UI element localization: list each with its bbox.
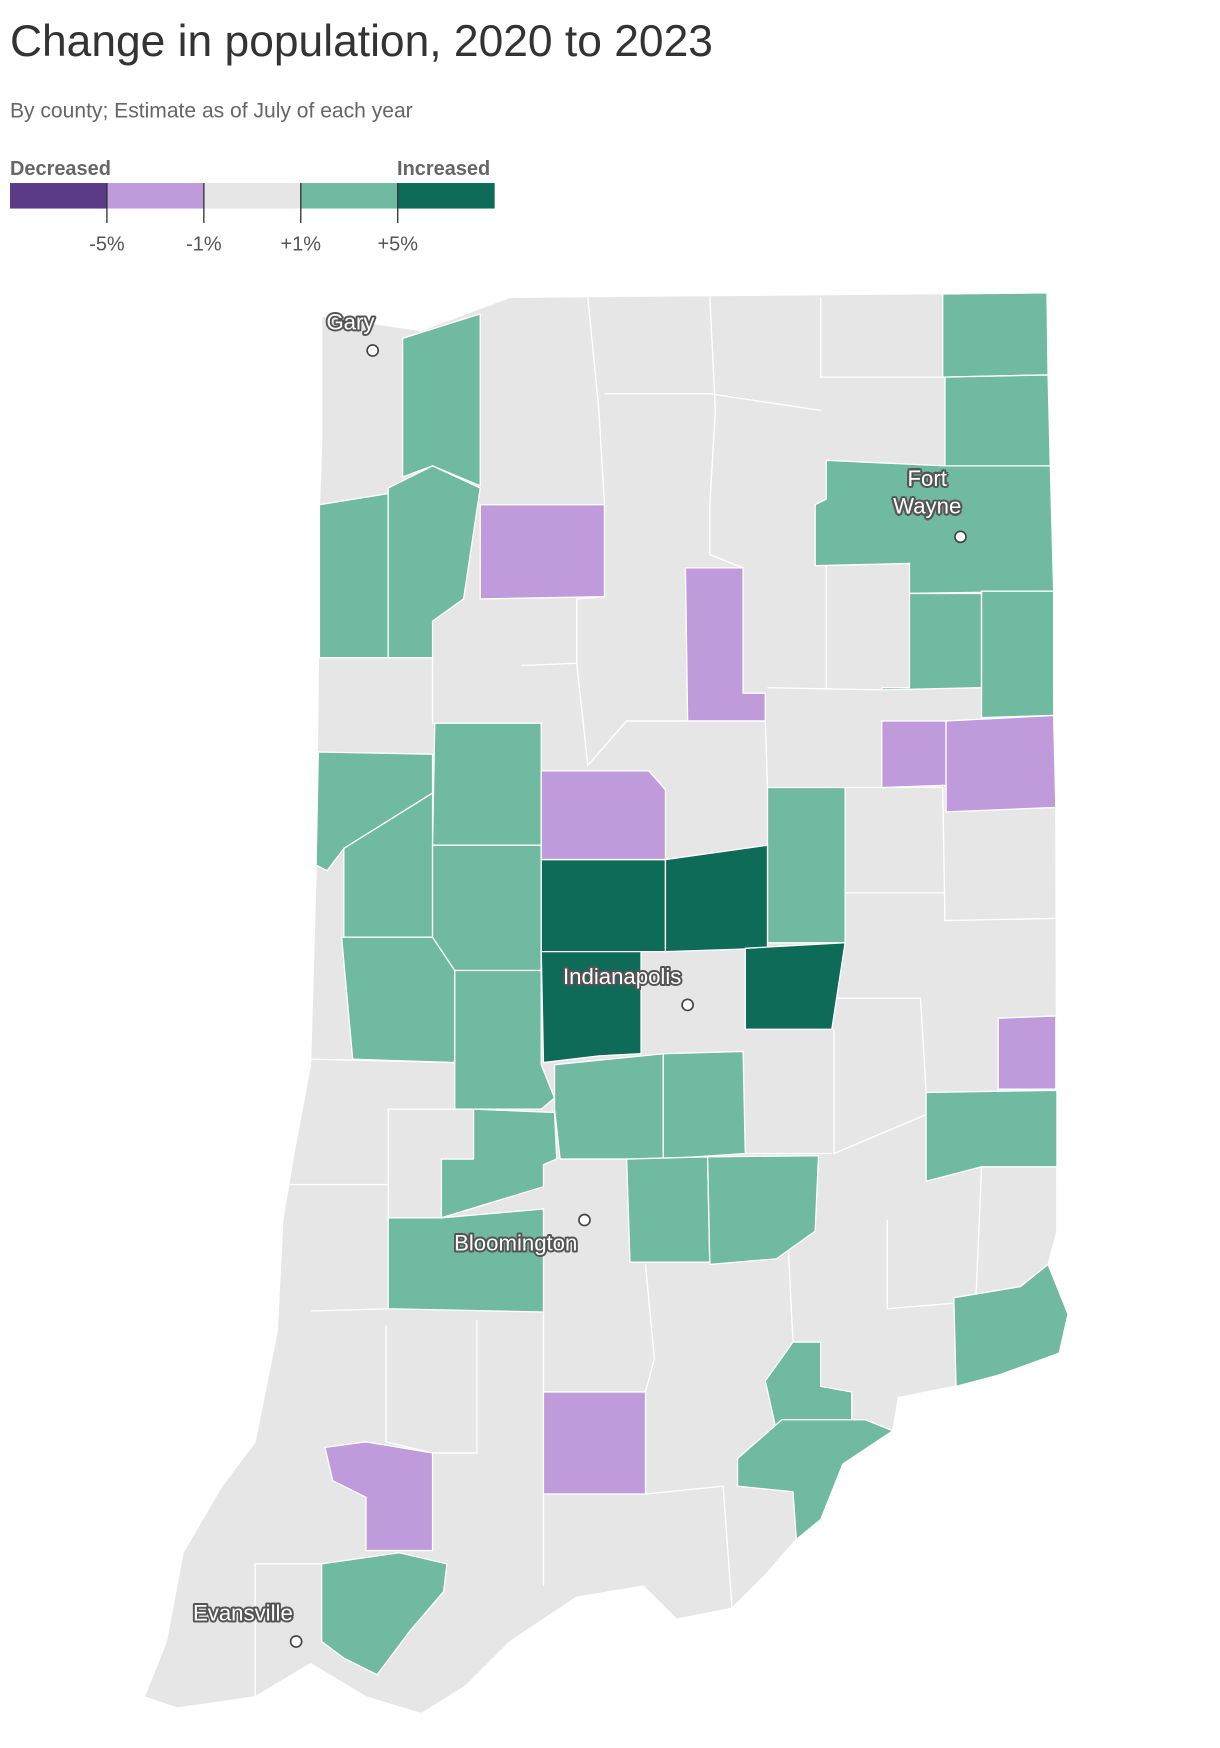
county <box>540 858 667 953</box>
county <box>454 969 556 1110</box>
legend-tick-label: -1% <box>186 233 222 255</box>
county <box>942 292 1049 378</box>
county <box>684 567 766 722</box>
state-map <box>143 292 1069 1715</box>
city-dot <box>578 1213 591 1227</box>
county <box>540 770 667 861</box>
legend-swatch <box>397 183 495 209</box>
subtitle: By county; Estimate as of July of each y… <box>10 100 413 123</box>
county <box>881 720 947 789</box>
legend-swatch <box>203 183 301 209</box>
cities: Gary Fort Wayne Indianapolis Bloomington… <box>191 308 967 1648</box>
county <box>553 1053 664 1160</box>
county <box>980 590 1055 719</box>
city-label-box: Fort Wayne <box>893 466 962 520</box>
city-label: Bloomington <box>454 1230 577 1255</box>
county <box>706 1155 820 1266</box>
county-borders <box>254 297 1056 1697</box>
county <box>340 936 456 1064</box>
city-dot <box>681 998 695 1012</box>
city-label: Indianapolis <box>563 964 681 989</box>
county <box>431 844 542 972</box>
city-dot <box>366 344 380 357</box>
county <box>320 1552 448 1676</box>
county <box>814 459 1055 595</box>
county <box>431 722 542 846</box>
county <box>625 1156 711 1263</box>
legend-tick-label: +5% <box>377 233 418 255</box>
city-dot <box>289 1635 303 1648</box>
legend-high-label: Increased <box>397 158 490 180</box>
legend-swatch <box>106 183 204 209</box>
county <box>945 714 1057 813</box>
county <box>997 1015 1057 1090</box>
county <box>387 1208 545 1313</box>
county <box>387 465 481 659</box>
county <box>953 1263 1069 1388</box>
legend-tick-label: -5% <box>89 233 125 255</box>
city-label: Gary <box>326 310 375 335</box>
county <box>540 950 642 1064</box>
legend: -5% -1% +1% +5% <box>9 183 495 255</box>
legend-swatch <box>300 183 398 209</box>
county <box>766 786 846 944</box>
city-dot <box>954 530 967 544</box>
county <box>401 313 481 487</box>
county <box>744 942 846 1030</box>
legend-tick-label: +1% <box>281 233 322 255</box>
county <box>944 374 1051 470</box>
county <box>542 1391 647 1495</box>
legend-low-label: Decreased <box>10 158 111 180</box>
county <box>925 1089 1058 1182</box>
county <box>440 1108 558 1219</box>
county <box>318 492 389 659</box>
county <box>662 1050 746 1160</box>
county <box>736 1419 894 1541</box>
legend-swatch <box>9 183 107 209</box>
county <box>479 504 606 600</box>
title: Change in population, 2020 to 2023 <box>10 17 713 66</box>
city-label: Fort Wayne <box>893 466 962 520</box>
city-label: Evansville <box>193 1601 293 1626</box>
county <box>664 844 769 953</box>
county <box>324 1441 434 1552</box>
